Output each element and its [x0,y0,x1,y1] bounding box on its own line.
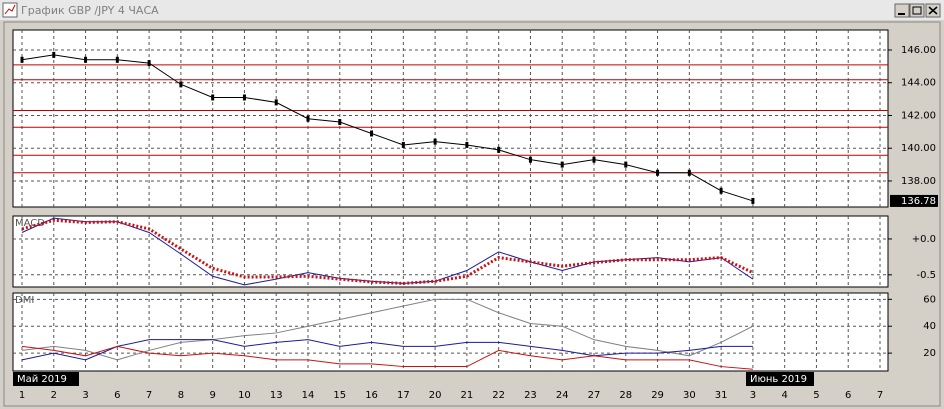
x-tick-label: 1 [19,390,25,401]
x-tick-label: 27 [588,390,601,401]
x-tick-label: 6 [845,390,851,401]
price-bar [719,187,723,194]
price-bar [656,169,660,176]
window-icon-glyph [4,4,16,15]
y-tick-label: 142.00 [901,110,936,121]
panel-title: MACD [15,218,45,229]
price-bar [306,115,310,122]
x-tick-label: 5 [813,390,819,401]
series-line [21,54,754,202]
month-label: Июнь 2019 [750,374,807,385]
y-tick-label: 138.00 [901,176,936,187]
price-bar [84,56,88,63]
price-bar [497,146,501,153]
x-tick-label: 7 [877,390,883,401]
price-bar [433,138,437,145]
x-tick-label: 21 [461,390,474,401]
panel [12,29,889,208]
price-bar [465,141,469,148]
series-line [21,218,754,285]
x-tick-label: 15 [333,390,346,401]
x-tick-label: 4 [781,390,787,401]
x-tick-label: 6 [114,390,120,401]
y-tick-label: 40 [923,321,936,332]
x-tick-label: 9 [209,390,215,401]
x-tick-label: 20 [429,390,442,401]
x-tick-label: 7 [146,390,152,401]
price-bar [179,81,183,88]
window-buttons[interactable] [894,3,941,18]
series-line [21,345,753,370]
price-bar [560,161,564,168]
price-bar [274,99,278,106]
x-tick-label: 22 [492,390,505,401]
x-tick-label: 2 [51,390,57,401]
panel [12,292,889,372]
month-label-box [13,372,79,386]
price-bar [370,130,374,137]
series-line [21,339,753,361]
y-tick-label: +0.0 [912,234,936,245]
price-bar [338,119,342,126]
price-bar [624,161,628,168]
month-label-box [746,372,814,386]
maximize-glyph [912,6,922,15]
panel-title: DMI [15,295,34,306]
price-bar [147,60,151,67]
price-bar [751,197,755,204]
title-bar [0,0,944,20]
maximize-button[interactable] [909,3,925,18]
minimize-button[interactable] [894,3,910,18]
x-tick-label: 28 [619,390,632,401]
x-tick-label: 24 [556,390,569,401]
y-tick-label: 60 [923,294,936,305]
price-bar [528,156,532,163]
x-tick-label: 30 [683,390,696,401]
price-bar [687,169,691,176]
month-label: Май 2019 [17,374,67,385]
x-tick-label: 10 [238,390,251,401]
price-bar [52,51,56,58]
x-tick-label: 3 [750,390,756,401]
price-bar [401,141,405,148]
window-title: График GBP /JPY 4 ЧАСА [21,4,159,17]
x-tick-label: 16 [365,390,378,401]
last-price-box [890,194,938,207]
y-tick-label: 146.00 [901,45,936,56]
close-glyph [928,6,938,15]
x-tick-label: 3 [82,390,88,401]
x-tick-label: 17 [397,390,410,401]
y-tick-label: -0.5 [916,270,936,281]
price-bar [115,56,119,63]
price-bar [20,56,24,63]
last-price-label: 136.78 [901,196,936,207]
x-tick-label: 31 [715,390,728,401]
y-tick-label: 140.00 [901,143,936,154]
price-bar [592,156,596,163]
price-bar [242,94,246,101]
x-tick-label: 8 [178,390,184,401]
x-tick-label: 23 [524,390,537,401]
x-tick-label: 29 [651,390,664,401]
y-tick-label: 20 [923,348,936,359]
x-tick-label: 13 [270,390,283,401]
price-bar [211,94,215,101]
x-tick-label: 14 [302,390,315,401]
y-tick-label: 144.00 [901,78,936,89]
